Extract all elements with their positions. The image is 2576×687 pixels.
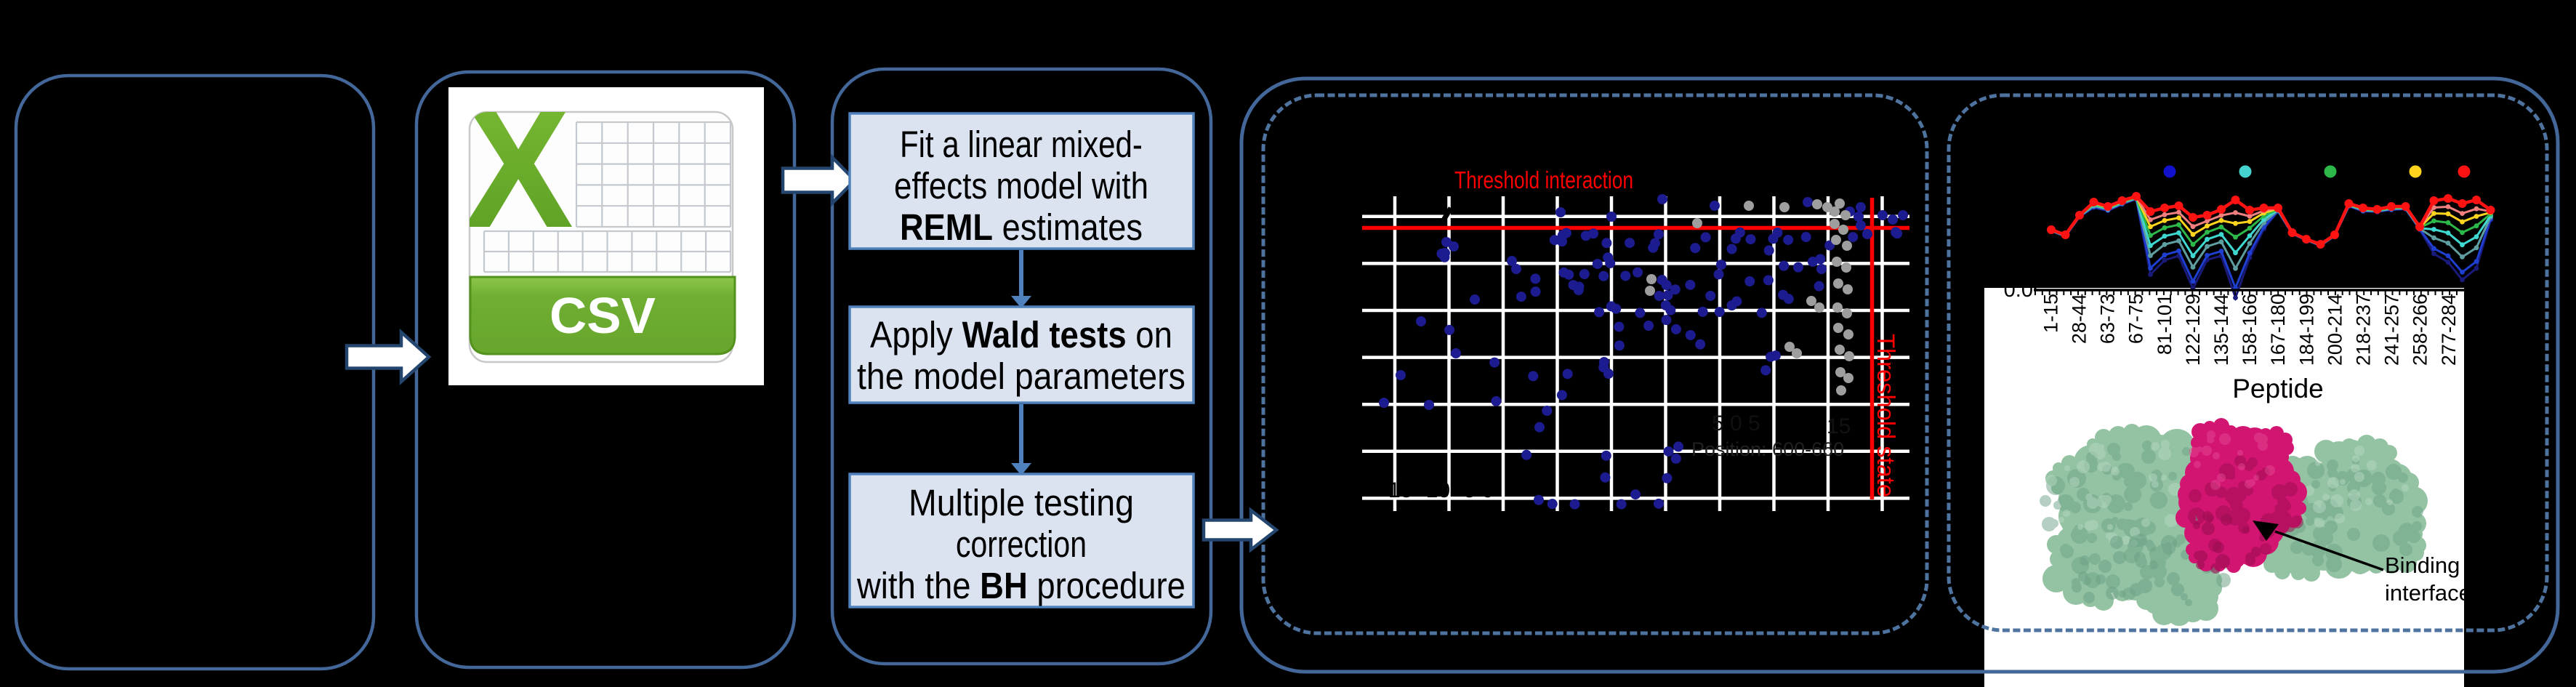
svg-text:5 0 5: 5 0 5 — [1712, 411, 1760, 435]
svg-text:correction: correction — [956, 523, 1087, 565]
svg-text:Peptide: Peptide — [2232, 374, 2324, 403]
svg-text:167-180: 167-180 — [2267, 294, 2289, 366]
svg-text:184-199: 184-199 — [2295, 294, 2317, 366]
svg-text:-15 -10 -5 0: -15 -10 -5 0 — [1381, 478, 1494, 502]
svg-text:122-129: 122-129 — [2182, 294, 2204, 366]
svg-text:135-144: 135-144 — [2210, 294, 2232, 366]
svg-text:0.0: 0.0 — [2004, 278, 2033, 302]
svg-text:with the BH procedure: with the BH procedure — [856, 566, 1186, 607]
svg-text:REML estimates: REML estimates — [900, 206, 1143, 248]
svg-text:63-73: 63-73 — [2097, 294, 2119, 344]
svg-text:81-101: 81-101 — [2154, 294, 2175, 355]
svg-text:Threshold state: Threshold state — [1872, 334, 1899, 497]
svg-text:200-214: 200-214 — [2324, 294, 2346, 366]
svg-text:X: X — [463, 69, 573, 264]
svg-text:the model parameters: the model parameters — [857, 356, 1186, 397]
svg-text:67-75: 67-75 — [2125, 294, 2147, 344]
svg-text:Multiple testing: Multiple testing — [909, 483, 1134, 523]
svg-text:Position: 600-660: Position: 600-660 — [1691, 438, 1844, 460]
svg-text:158-166: 158-166 — [2239, 294, 2261, 366]
svg-text:1-15: 1-15 — [2040, 294, 2061, 333]
svg-text:interface: interface — [2385, 580, 2471, 606]
svg-text:277-284: 277-284 — [2438, 294, 2460, 366]
svg-text:Threshold interaction: Threshold interaction — [1454, 166, 1633, 193]
svg-text:28-44: 28-44 — [2069, 294, 2090, 344]
svg-text:CSV: CSV — [550, 287, 656, 344]
svg-text:258-266: 258-266 — [2410, 294, 2431, 366]
svg-text:effects model with: effects model with — [894, 166, 1148, 207]
svg-text:241-257: 241-257 — [2381, 294, 2403, 366]
svg-text:218-237: 218-237 — [2353, 294, 2375, 366]
svg-text:Fit a linear mixed-: Fit a linear mixed- — [900, 124, 1143, 165]
svg-text:15: 15 — [1827, 414, 1851, 438]
svg-text:Apply Wald tests on: Apply Wald tests on — [870, 315, 1172, 356]
svg-text:Binding: Binding — [2385, 553, 2460, 578]
